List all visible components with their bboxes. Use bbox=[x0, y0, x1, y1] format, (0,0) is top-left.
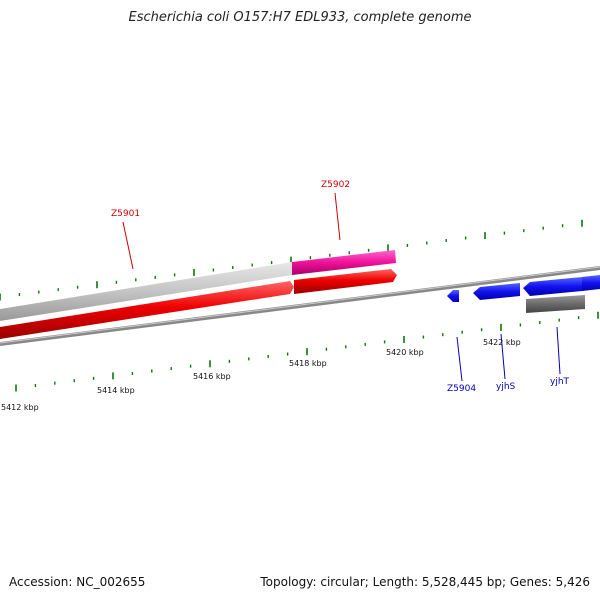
inner-tick-track bbox=[15, 311, 599, 392]
scale-label-5412: 5412 kbp bbox=[1, 403, 39, 412]
gene-label-z5904[interactable]: Z5904 bbox=[447, 384, 476, 394]
genome-summary: Topology: circular; Length: 5,528,445 bp… bbox=[260, 575, 590, 589]
gene-label-z5901[interactable]: Z5901 bbox=[111, 209, 140, 219]
cds-z5901-arrow[interactable] bbox=[0, 281, 294, 339]
scale-label-5416: 5416 kbp bbox=[193, 372, 231, 381]
scale-label-5414: 5414 kbp bbox=[97, 386, 135, 395]
leader-z5902 bbox=[334, 192, 341, 241]
gene-yjhs-arrow[interactable] bbox=[473, 283, 520, 300]
gene-label-z5902[interactable]: Z5902 bbox=[321, 180, 350, 190]
gene-next-arrow[interactable] bbox=[582, 275, 600, 291]
leader-z5904 bbox=[456, 336, 463, 382]
gene-yjht-lower-bar[interactable] bbox=[526, 295, 585, 313]
outer-tick-track bbox=[0, 219, 583, 301]
scale-label-5420: 5420 kbp bbox=[386, 348, 424, 357]
gene-z5904-arrow[interactable] bbox=[447, 290, 459, 302]
genome-backbone-highlight bbox=[0, 266, 600, 344]
gene-label-yjhs[interactable]: yjhS bbox=[496, 382, 516, 392]
genome-backbone bbox=[0, 266, 600, 346]
scale-label-5418: 5418 kbp bbox=[289, 359, 327, 368]
scale-label-5422: 5422 kbp bbox=[483, 338, 521, 347]
genome-title: Escherichia coli O157:H7 EDL933, complet… bbox=[128, 10, 472, 25]
leader-yjhs bbox=[500, 333, 506, 380]
cds-z5902-arrow[interactable] bbox=[294, 269, 397, 294]
gene-z5901-forward-bar[interactable] bbox=[0, 262, 292, 321]
gene-z5902-forward-bar[interactable] bbox=[292, 250, 396, 275]
accession-label: Accession: NC_002655 bbox=[9, 575, 146, 589]
leader-z5901 bbox=[122, 221, 134, 270]
gene-yjht-arrow[interactable] bbox=[523, 277, 582, 296]
gene-label-yjht[interactable]: yjhT bbox=[550, 377, 570, 387]
leader-yjht bbox=[556, 326, 561, 375]
